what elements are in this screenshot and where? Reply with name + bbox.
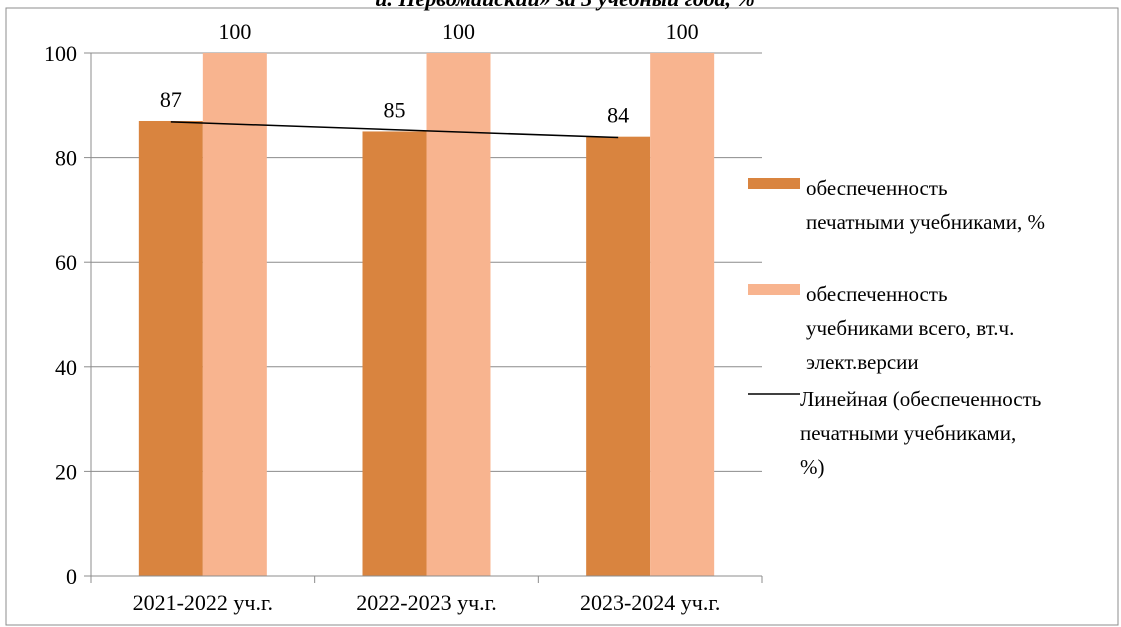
legend-label: элект.версии	[806, 350, 919, 374]
legend-swatch	[748, 178, 800, 189]
legend-label: Линейная (обеспеченность	[800, 387, 1041, 411]
legend-label: обеспеченность	[806, 282, 948, 306]
bar-series-1	[362, 131, 427, 576]
bar-series-2	[202, 53, 267, 576]
legend-label: печатными учебниками,	[800, 421, 1016, 445]
legend-label: учебниками всего, вт.ч.	[806, 316, 1014, 340]
y-tick-label: 40	[55, 355, 77, 380]
legend: обеспеченность печатными учебниками, % обе…	[748, 176, 1045, 479]
bars	[138, 53, 715, 577]
x-tick-label: 2021-2022 уч.г.	[133, 590, 273, 615]
legend-label: обеспеченность	[806, 176, 948, 200]
data-label: 100	[218, 19, 251, 44]
x-tick-label: 2023-2024 уч.г.	[580, 590, 720, 615]
chart-title: и. Первомайский» за 3 учебный года, %	[375, 0, 755, 11]
legend-label: %)	[800, 455, 825, 479]
y-tick-label: 60	[55, 250, 77, 275]
bar-series-1	[138, 120, 203, 577]
trendline	[170, 121, 619, 139]
y-tick-label: 0	[66, 564, 77, 589]
bar-series-2	[650, 53, 715, 576]
trendline-layer	[170, 121, 619, 139]
data-label: 100	[666, 19, 699, 44]
data-label: 100	[442, 19, 475, 44]
legend-label: печатными учебниками, %	[806, 210, 1045, 234]
data-label: 84	[607, 103, 629, 128]
data-label: 87	[160, 87, 182, 112]
legend-swatch	[748, 284, 800, 295]
x-tick-label: 2022-2023 уч.г.	[356, 590, 496, 615]
y-tick-label: 100	[44, 41, 77, 66]
y-tick-label: 80	[55, 146, 77, 171]
bar-series-1	[586, 136, 651, 576]
data-label: 85	[384, 97, 406, 122]
bar-series-2	[426, 53, 491, 576]
axes: 0 20 40 60 80 100 2021-2022 уч.г. 2022-2023 уч.…	[44, 41, 763, 615]
data-labels: 87 100 85 100 84 100	[160, 19, 699, 128]
y-tick-label: 20	[55, 459, 77, 484]
